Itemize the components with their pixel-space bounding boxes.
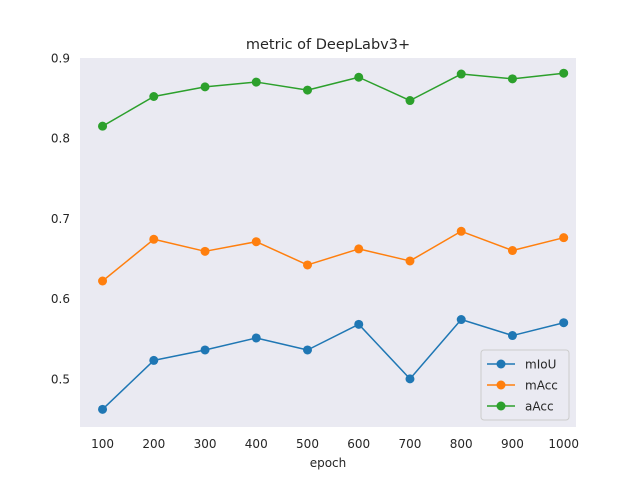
data-point-aacc: [303, 85, 313, 95]
data-point-macc: [456, 226, 466, 236]
data-point-aacc: [405, 96, 415, 106]
data-point-macc: [507, 246, 517, 256]
data-point-miou: [303, 345, 313, 355]
legend-item-miou: mIoU: [487, 358, 556, 372]
x-tick-label: 600: [347, 437, 370, 451]
data-point-macc: [251, 237, 261, 247]
legend-marker-miou: [496, 359, 506, 369]
legend-item-macc: mAcc: [487, 379, 558, 393]
legend-label-miou: mIoU: [525, 358, 556, 372]
legend-label-aacc: aAcc: [525, 400, 554, 414]
x-tick-label: 1000: [548, 437, 579, 451]
series-layer: [98, 68, 569, 414]
y-tick-label: 0.5: [51, 372, 70, 386]
y-tick-label: 0.8: [51, 132, 70, 146]
data-point-miou: [200, 345, 210, 355]
legend-marker-macc: [496, 380, 506, 390]
data-point-macc: [559, 233, 569, 243]
data-point-aacc: [251, 77, 261, 87]
x-tick-label: 300: [194, 437, 217, 451]
data-point-macc: [98, 276, 108, 286]
data-point-aacc: [200, 82, 210, 92]
x-tick-label: 800: [450, 437, 473, 451]
x-tick-label: 400: [245, 437, 268, 451]
chart-title: metric of DeepLabv3+: [246, 37, 410, 53]
series-line-macc: [102, 230, 564, 282]
x-tick-label: 100: [91, 437, 114, 451]
data-point-miou: [559, 318, 569, 328]
data-point-miou: [251, 333, 261, 343]
x-tick-label: 700: [399, 437, 422, 451]
x-axis-label: epoch: [310, 456, 347, 470]
data-point-miou: [98, 404, 108, 414]
data-point-miou: [456, 315, 466, 325]
series-line-aacc: [102, 72, 564, 127]
data-point-miou: [405, 374, 415, 384]
data-point-macc: [149, 234, 159, 244]
data-point-aacc: [98, 121, 108, 131]
data-point-macc: [354, 244, 364, 254]
y-tick-label: 0.9: [51, 52, 70, 66]
y-tick-label: 0.7: [51, 212, 70, 226]
x-tick-label: 500: [296, 437, 319, 451]
legend-item-aacc: aAcc: [487, 400, 554, 414]
data-point-aacc: [149, 92, 159, 102]
data-point-miou: [507, 331, 517, 341]
legend-marker-aacc: [496, 401, 506, 411]
data-point-aacc: [507, 74, 517, 84]
x-tick-label: 200: [142, 437, 165, 451]
y-tick-label: 0.6: [51, 292, 70, 306]
legend-label-macc: mAcc: [525, 379, 558, 393]
data-point-aacc: [559, 68, 569, 78]
series-macc: [98, 226, 569, 286]
y-axis-ticks: 0.5 0.6 0.7 0.8 0.9: [51, 52, 70, 387]
legend: mIoU mAcc aAcc: [480, 349, 570, 421]
series-line-miou: [102, 318, 564, 410]
data-point-aacc: [456, 69, 466, 79]
series-miou: [98, 315, 569, 414]
data-point-miou: [354, 319, 364, 329]
series-aacc: [98, 68, 569, 131]
data-point-macc: [200, 246, 210, 256]
data-point-macc: [303, 260, 313, 270]
data-point-macc: [405, 256, 415, 266]
x-axis-ticks: 100 200 300 400 500 600 700 800 900 1000: [91, 437, 579, 451]
data-point-aacc: [354, 72, 364, 82]
x-tick-label: 900: [501, 437, 524, 451]
data-point-miou: [149, 355, 159, 365]
